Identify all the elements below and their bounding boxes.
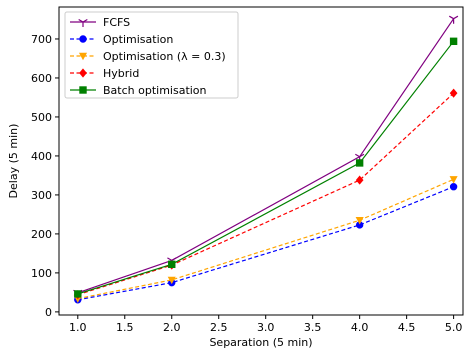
data-point — [355, 175, 364, 185]
legend-item: Optimisation (λ = 0.3) — [70, 50, 226, 63]
legend: FCFS Optimisation Optimisation (λ = 0.3) Hy… — [64, 11, 239, 99]
y-tick-label: 600 — [31, 72, 52, 85]
x-axis-label: Separation (5 min) — [209, 336, 312, 349]
x-tick-label: 1.0 — [69, 321, 87, 334]
y-tick-label: 0 — [45, 306, 52, 319]
data-point — [74, 290, 82, 298]
legend-marker — [79, 35, 87, 43]
legend-marker — [78, 52, 88, 61]
data-point — [449, 88, 458, 98]
legend-item: Optimisation — [70, 33, 173, 46]
legend-label: Hybrid — [103, 67, 139, 80]
legend-item: FCFS — [70, 16, 130, 29]
series-line — [77, 92, 455, 296]
x-tick-label: 3.5 — [304, 321, 322, 334]
y-tick-label: 100 — [31, 267, 52, 280]
legend-label: Optimisation — [103, 33, 173, 46]
data-point — [449, 37, 458, 46]
legend-items: FCFS Optimisation Optimisation (λ = 0.3) Hy… — [70, 16, 226, 97]
series-line — [77, 18, 455, 294]
y-axis-label: Delay (5 min) — [7, 124, 20, 199]
legend-frame — [64, 11, 239, 99]
legend-label: Optimisation (λ = 0.3) — [103, 50, 226, 63]
data-point — [449, 176, 458, 184]
data-point — [355, 159, 364, 167]
legend-marker — [79, 68, 87, 78]
data-point — [449, 183, 458, 191]
legend-item: Hybrid — [70, 67, 139, 80]
y-tick-label: 700 — [31, 33, 52, 46]
x-tick-label: 4.5 — [398, 321, 416, 334]
series-line — [77, 178, 454, 300]
legend-label: FCFS — [103, 16, 130, 29]
data-point — [355, 217, 364, 225]
x-tick-label: 5.0 — [445, 321, 463, 334]
series-line — [77, 186, 454, 301]
x-tick-label: 4.0 — [351, 321, 369, 334]
x-tick-label: 2.0 — [163, 321, 181, 334]
y-axis: 0 100 200 300 400 500 600 700 — [31, 33, 59, 319]
legend-marker — [79, 86, 87, 94]
y-tick-label: 300 — [31, 189, 52, 202]
data-point — [448, 15, 459, 24]
x-tick-label: 2.5 — [210, 321, 228, 334]
y-tick-label: 200 — [31, 228, 52, 241]
legend-item: Batch optimisation — [70, 84, 207, 97]
series-line — [77, 40, 455, 295]
x-axis: 1.0 1.5 2.0 2.5 3.0 3.5 4.0 4.5 5.0 — [69, 315, 462, 334]
series-layer — [73, 15, 459, 304]
legend-label: Batch optimisation — [103, 84, 207, 97]
series — [74, 37, 458, 298]
x-tick-label: 3.0 — [257, 321, 275, 334]
x-tick-label: 1.5 — [116, 321, 134, 334]
data-point — [168, 260, 176, 269]
y-tick-label: 500 — [31, 111, 52, 124]
legend-marker — [78, 18, 88, 27]
data-point — [167, 276, 176, 285]
y-tick-label: 400 — [31, 150, 52, 163]
